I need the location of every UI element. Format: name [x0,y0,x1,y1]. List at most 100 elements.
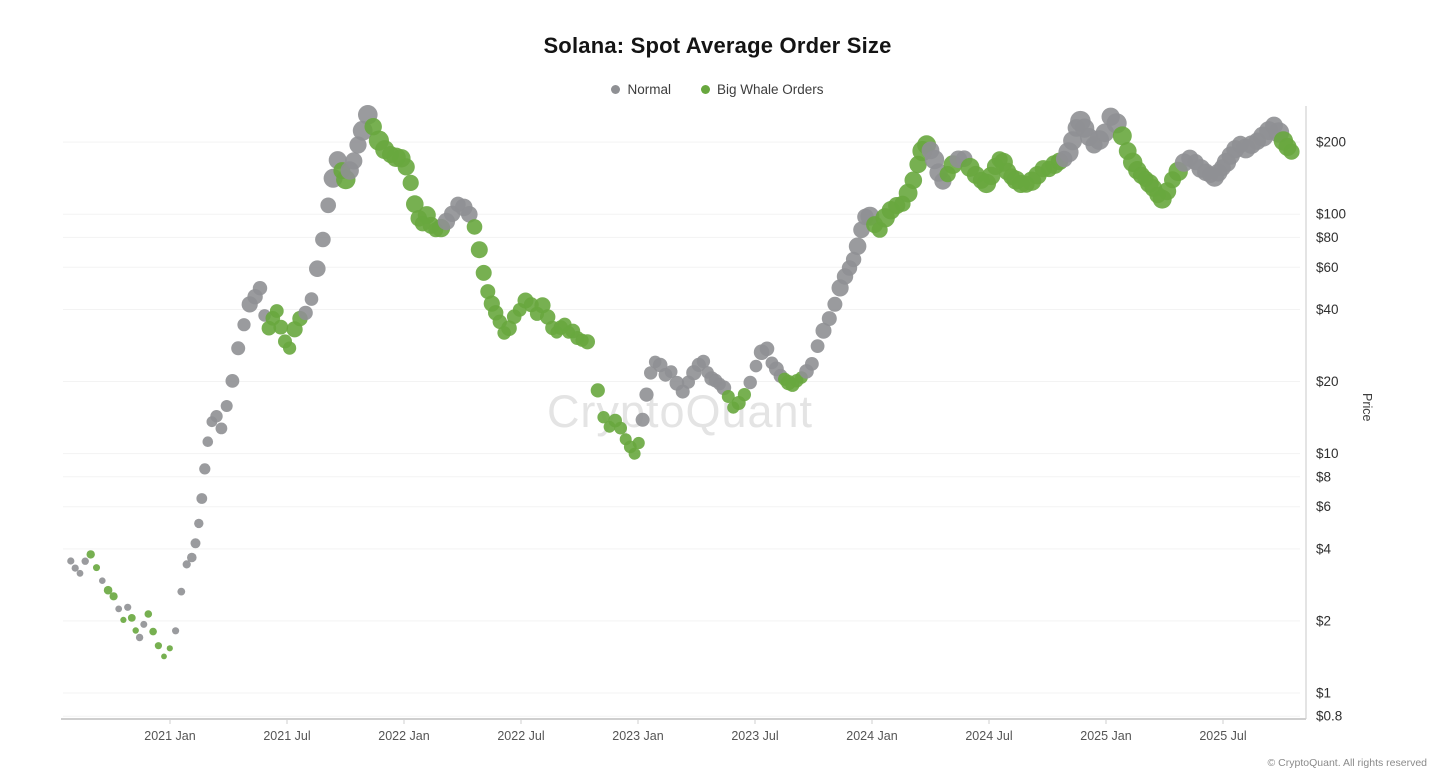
data-point-whale [109,592,118,601]
data-point-whale [597,411,610,424]
y-axis-title: Price [1360,393,1374,422]
x-tick-label: 2022 Jul [497,729,544,743]
data-point-whale [103,585,113,595]
data-point-normal [237,318,251,332]
data-point-normal [194,518,204,529]
data-point-normal [71,564,79,572]
data-point-normal [124,603,132,611]
x-tick-label: 2025 Jan [1080,729,1131,743]
data-point-normal [196,493,208,504]
whale-series-dot-icon [700,85,710,94]
y-tick-label: $1 [1316,686,1331,701]
data-point-normal [315,231,331,248]
data-point-whale [721,390,735,403]
data-point-normal [99,577,106,584]
y-tick-label: $0.8 [1316,709,1342,724]
x-tick-label: 2022 Jan [378,729,429,743]
data-point-normal [461,206,478,223]
data-point-whale [283,341,297,355]
data-point-whale [144,610,153,618]
data-point-normal [639,387,654,402]
data-point-normal [815,322,832,339]
y-tick-label: $80 [1316,230,1339,245]
y-tick-label: $8 [1316,469,1331,484]
data-point-normal [252,281,268,296]
data-point-normal [298,305,313,321]
data-point-normal [76,569,84,577]
data-point-whale [540,309,556,325]
legend-label-big-whale-orders: Big Whale Orders [716,82,824,97]
data-point-whale [120,616,127,624]
y-tick-label: $20 [1316,374,1339,389]
data-point-normal [664,365,678,379]
data-point-normal [67,557,75,565]
data-point-whale [1112,126,1132,146]
data-point-whale [149,627,157,636]
data-point-normal [135,633,144,642]
data-point-whale [466,219,483,235]
x-tick-label: 2024 Jul [965,729,1012,743]
y-tick-label: $10 [1316,446,1339,461]
data-point-whale [132,627,139,634]
data-point-normal [759,341,775,357]
data-point-whale [614,421,627,435]
data-point-normal [187,552,197,563]
chart-title: Solana: Spot Average Order Size [543,33,892,58]
x-tick-label: 2023 Jul [731,729,778,743]
data-point-normal [177,587,186,596]
data-point-normal [81,557,89,565]
legend-item-big-whale-orders[interactable]: Big Whale Orders [700,82,824,97]
x-tick-label: 2024 Jan [846,729,897,743]
data-point-normal [644,366,658,380]
data-point-normal [821,311,837,327]
x-tick-label: 2025 Jul [1199,729,1246,743]
data-point-normal [749,359,763,373]
data-point-normal [215,422,228,435]
data-point-whale [470,241,488,259]
data-point-normal [202,436,214,448]
data-point-whale [628,447,641,460]
data-point-normal [115,605,123,613]
data-point-normal [172,627,180,635]
data-point-normal [231,341,246,356]
data-point-normal [853,221,870,239]
data-point-normal [845,251,862,268]
data-point-normal [345,152,363,170]
data-point-whale [579,334,596,350]
y-tick-label: $4 [1316,541,1332,556]
data-point-normal [199,463,211,475]
chart-legend: Normal Big Whale Orders [0,82,1435,97]
y-tick-label: $60 [1316,260,1339,275]
data-point-normal [220,400,233,412]
x-tick-label: 2021 Jan [144,729,195,743]
data-point-normal [810,339,825,353]
data-point-normal [848,237,867,256]
y-tick-label: $6 [1316,499,1331,514]
data-point-whale [127,614,136,622]
y-tick-label: $200 [1316,135,1346,150]
data-point-whale [737,388,752,402]
data-point-normal [743,375,757,390]
legend-item-normal[interactable]: Normal [611,82,671,97]
legend-label-normal: Normal [627,82,671,97]
data-point-normal [225,374,240,388]
data-point-normal [210,410,223,423]
x-tick-label: 2023 Jan [612,729,663,743]
normal-series-dot-icon [611,85,621,94]
x-tick-label: 2021 Jul [263,729,310,743]
data-point-normal [696,354,711,369]
data-point-whale [475,264,492,281]
data-point-normal [182,560,191,569]
data-point-whale [1283,143,1300,160]
data-point-whale [590,383,605,398]
data-point-whale [269,304,284,318]
data-point-whale [166,645,173,652]
data-point-whale [402,174,419,191]
data-point-normal [635,412,650,427]
data-point-whale [154,642,162,650]
data-point-normal [304,292,319,306]
data-point-normal [190,538,201,549]
y-tick-label: $100 [1316,207,1346,222]
y-tick-label: $2 [1316,613,1331,628]
